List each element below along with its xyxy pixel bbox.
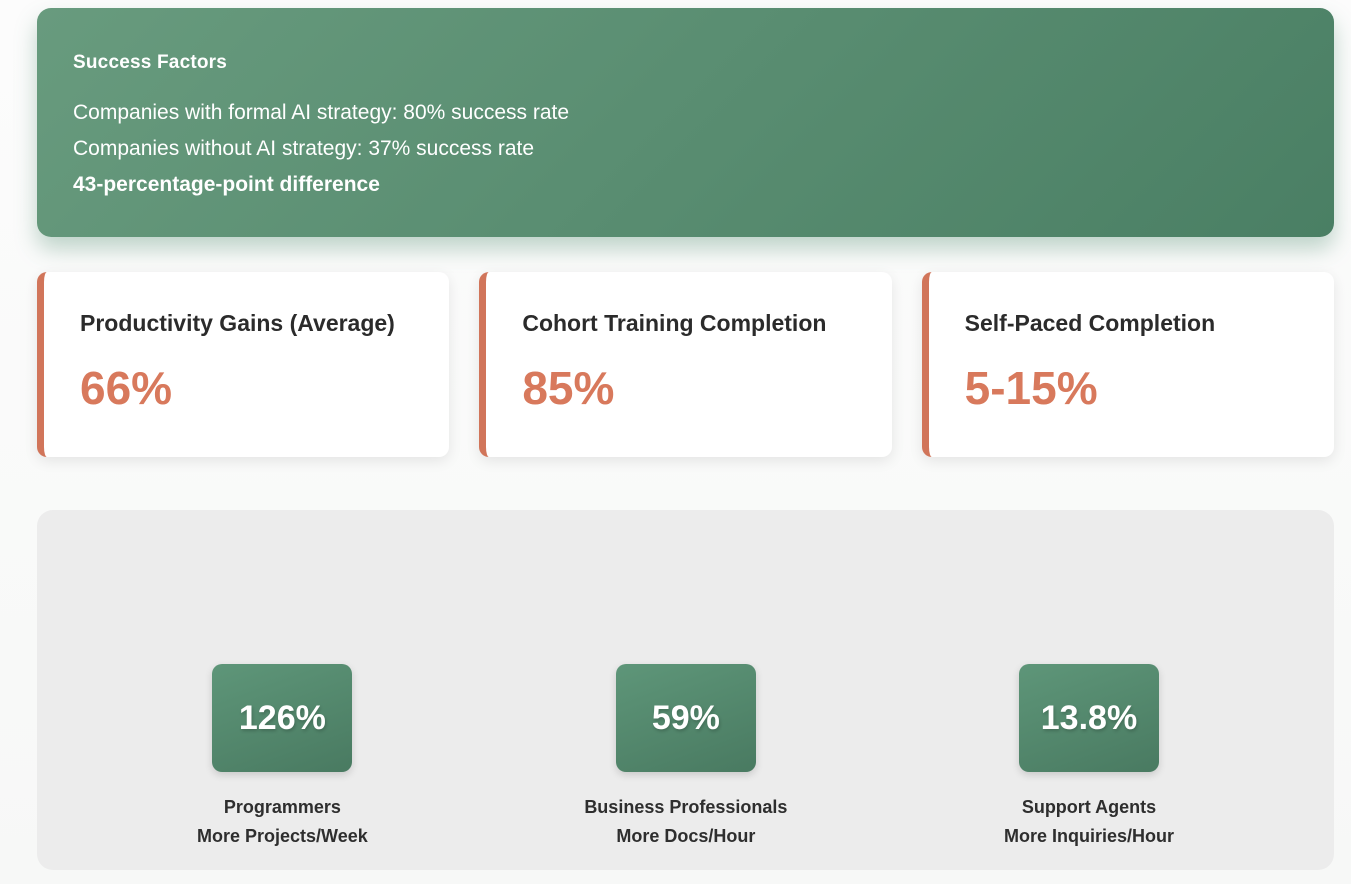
banner-title: Success Factors [73, 52, 228, 73]
stat-card-self-paced-completion: Self-Paced Completion 5-15% [921, 272, 1334, 457]
tile-value-badge: 59% [615, 664, 756, 772]
productivity-tiles-panel: 126% Programmers More Projects/Week 59% … [37, 510, 1334, 870]
tile-label-metric: More Projects/Week [197, 826, 368, 846]
tile-label: Support Agents More Inquiries/Hour [1004, 793, 1174, 851]
tile-label-metric: More Inquiries/Hour [1003, 826, 1174, 846]
tile-label-role: Business Professionals [584, 797, 788, 817]
tile-column-programmers: 126% Programmers More Projects/Week [197, 664, 368, 870]
stat-card-title: Cohort Training Completion [522, 310, 827, 336]
tile-label-role: Support Agents [1021, 797, 1157, 817]
stat-card-title: Self-Paced Completion [964, 310, 1216, 336]
stat-card-value: 5-15% [964, 362, 1098, 414]
tile-label-metric: More Docs/Hour [616, 826, 756, 846]
success-factors-banner: Success Factors Companies with formal AI… [37, 8, 1334, 237]
tile-column-business-professionals: 59% Business Professionals More Docs/Hou… [584, 664, 787, 870]
stat-card-value: 66% [80, 362, 173, 414]
tile-label: Business Professionals More Docs/Hour [584, 793, 787, 851]
tile-value-badge: 126% [212, 664, 353, 772]
stat-card-productivity-gains: Productivity Gains (Average) 66% [37, 272, 450, 457]
stat-card-title: Productivity Gains (Average) [80, 310, 395, 336]
stat-card-cohort-completion: Cohort Training Completion 85% [479, 272, 892, 457]
tile-label: Programmers More Projects/Week [197, 793, 368, 851]
tile-value-badge: 13.8% [1018, 664, 1159, 772]
tile-column-support-agents: 13.8% Support Agents More Inquiries/Hour [1004, 664, 1174, 870]
banner-line-difference: 43-percentage-point difference [73, 173, 380, 196]
tile-label-role: Programmers [223, 797, 341, 817]
banner-line-with-strategy: Companies with formal AI strategy: 80% s… [73, 101, 570, 124]
stat-cards-row: Productivity Gains (Average) 66% Cohort … [37, 272, 1334, 457]
stat-card-value: 85% [522, 362, 615, 414]
banner-line-without-strategy: Companies without AI strategy: 37% succe… [73, 137, 535, 160]
